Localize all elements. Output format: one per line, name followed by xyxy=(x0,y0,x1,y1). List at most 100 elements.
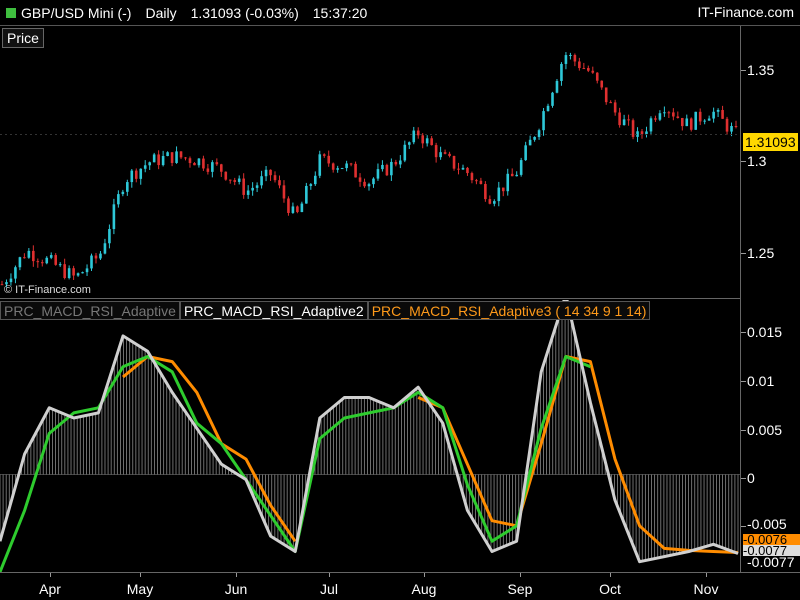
candle-body xyxy=(528,139,532,146)
candle-body xyxy=(452,155,456,169)
candle-body xyxy=(694,111,698,130)
candle-body xyxy=(108,229,111,244)
candle-body xyxy=(425,138,429,144)
candle-body xyxy=(121,191,125,195)
candle-body xyxy=(501,187,505,192)
indicator-tab-3[interactable]: PRC_MACD_RSI_Adaptive3 ( 14 34 9 1 14) xyxy=(367,301,651,320)
candle-body xyxy=(546,105,550,112)
candle-body xyxy=(479,180,483,185)
indicator-chart[interactable] xyxy=(0,300,740,572)
candle-body xyxy=(555,80,559,93)
candle-body xyxy=(49,255,53,258)
candle-body xyxy=(484,184,487,200)
candle-body xyxy=(372,178,375,185)
candle-body xyxy=(179,151,183,158)
candle-body xyxy=(273,175,277,181)
candle-body xyxy=(85,268,89,273)
y-tick-mark xyxy=(741,430,746,431)
x-tick-mark xyxy=(520,573,521,577)
price-panel-label[interactable]: Price xyxy=(2,28,44,48)
candle-body xyxy=(649,118,653,132)
price-y-label: 1.3 xyxy=(747,153,767,169)
price-panel[interactable]: Price © IT-Finance.com xyxy=(0,26,740,298)
candle-body xyxy=(461,167,465,170)
candle-body xyxy=(331,163,335,170)
candle-body xyxy=(582,68,586,70)
orange-value-badge: -0.0076 xyxy=(743,534,800,545)
candle-body xyxy=(488,199,492,204)
candle-body xyxy=(497,187,501,202)
candle-body xyxy=(264,169,268,177)
candle-body xyxy=(322,154,326,156)
candle-body xyxy=(466,167,469,174)
candle-body xyxy=(237,178,241,182)
candle-body xyxy=(439,152,442,158)
candle-body xyxy=(139,168,143,179)
x-tick-mark xyxy=(50,573,51,577)
candle-body xyxy=(591,70,595,73)
candle-body xyxy=(309,184,313,186)
candle-body xyxy=(202,158,205,169)
panel-separator[interactable] xyxy=(0,298,800,299)
candle-body xyxy=(399,160,402,165)
candle-body xyxy=(412,130,416,143)
month-label: Jun xyxy=(224,581,248,597)
candle-body xyxy=(18,257,22,268)
candle-body xyxy=(551,92,554,106)
candle-body xyxy=(506,173,510,192)
candle-body xyxy=(300,203,304,213)
x-tick-mark xyxy=(610,573,611,577)
candle-body xyxy=(385,164,389,176)
candle-body xyxy=(680,117,684,127)
candle-body xyxy=(197,158,201,166)
candle-body xyxy=(376,169,380,179)
candle-body xyxy=(604,87,608,103)
y-tick-mark xyxy=(741,161,746,162)
candle-body xyxy=(296,206,299,213)
candle-body xyxy=(618,112,621,126)
y-axis[interactable]: 1.35 1.3 1.25 1.31093 0.015 0.01 0.005 0… xyxy=(740,26,800,572)
candle-body xyxy=(636,131,639,137)
month-label: Apr xyxy=(39,581,61,597)
candle-body xyxy=(255,185,259,188)
candle-body xyxy=(354,163,357,178)
indicator-panel[interactable] xyxy=(0,300,740,572)
candle-body xyxy=(734,126,738,128)
candle-body xyxy=(269,169,272,176)
month-label: Oct xyxy=(599,581,621,597)
indicator-tab-1[interactable]: PRC_MACD_RSI_Adaptive xyxy=(0,301,180,320)
candle-body xyxy=(193,163,196,166)
timeframe-label[interactable]: Daily xyxy=(145,4,177,21)
y-tick-mark xyxy=(741,332,746,333)
x-tick-mark xyxy=(706,573,707,577)
symbol-name[interactable]: GBP/USD Mini (-) xyxy=(21,4,132,21)
candle-body xyxy=(609,102,612,104)
candle-body xyxy=(667,112,671,114)
candle-body xyxy=(613,102,617,113)
candle-body xyxy=(676,116,680,118)
candle-body xyxy=(126,182,129,192)
candle-body xyxy=(564,55,568,64)
candle-body xyxy=(233,180,237,182)
candle-body xyxy=(703,120,706,122)
price-chart[interactable] xyxy=(0,26,740,298)
indicator-y-label: -0.005 xyxy=(747,516,787,532)
candle-body xyxy=(707,118,711,121)
x-tick-mark xyxy=(140,573,141,577)
candle-body xyxy=(515,174,518,177)
white-macd-line xyxy=(0,300,739,564)
candle-body xyxy=(595,72,599,81)
candle-body xyxy=(166,152,169,157)
y-tick-mark xyxy=(741,526,746,527)
indicator-tab-2[interactable]: PRC_MACD_RSI_Adaptive2 xyxy=(179,301,368,320)
candle-body xyxy=(654,118,657,120)
candle-body xyxy=(291,206,295,213)
indicator-y-label: 0.01 xyxy=(747,373,775,389)
candle-body xyxy=(394,161,398,165)
x-axis[interactable]: Apr May Jun Jul Aug Sep Oct Nov xyxy=(0,572,800,600)
candle-body xyxy=(416,130,420,136)
indicator-y-label: 0.015 xyxy=(747,324,783,340)
candle-body xyxy=(573,54,577,62)
copyright-text: © IT-Finance.com xyxy=(4,284,91,296)
candle-body xyxy=(381,164,384,170)
